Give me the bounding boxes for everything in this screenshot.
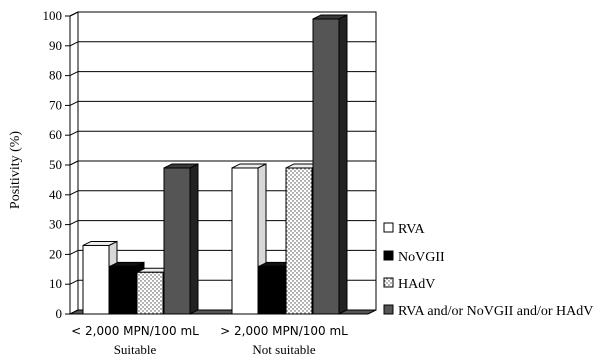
bar-front xyxy=(163,167,191,315)
gridline-side xyxy=(69,249,79,255)
y-tick-label: 50 xyxy=(49,157,62,172)
x-category-sublabel: Suitable xyxy=(114,342,157,357)
y-tick-label: 30 xyxy=(49,217,62,232)
y-tick-label: 60 xyxy=(49,127,62,142)
bar-front xyxy=(285,167,313,315)
x-category-label: > 2,000 MPN/100 mL xyxy=(220,324,348,338)
bars xyxy=(82,14,348,315)
gridline-side xyxy=(69,190,79,196)
y-axis-label: Positivity (%) xyxy=(8,131,23,210)
bar-side xyxy=(338,14,348,315)
legend-item: HAdV xyxy=(383,277,435,292)
bar-front xyxy=(258,265,286,315)
bar-front xyxy=(312,18,340,315)
bar-front xyxy=(136,271,164,315)
legend-item: RVA and/or NoVGII and/or HAdV xyxy=(383,304,593,319)
gridline-side xyxy=(69,160,79,166)
legend-swatch xyxy=(383,250,394,261)
legend-label: RVA and/or NoVGII and/or HAdV xyxy=(398,304,593,319)
gridline-side xyxy=(69,130,79,136)
legend-label: RVA xyxy=(398,222,426,237)
y-tick-label: 90 xyxy=(49,38,62,53)
gridline-side xyxy=(69,220,79,226)
legend-swatch xyxy=(383,222,394,233)
category-labels: < 2,000 MPN/100 mL Suitable > 2,000 MPN/10… xyxy=(71,324,348,357)
gridline-side xyxy=(69,71,79,77)
gridline-side xyxy=(69,11,79,17)
bar xyxy=(163,163,199,315)
bar-front xyxy=(109,265,137,315)
legend-label: HAdV xyxy=(398,277,435,292)
legend-swatch xyxy=(383,277,394,288)
gridline-side xyxy=(69,100,79,106)
legend-label: NoVGII xyxy=(398,250,445,265)
y-tick-label: 70 xyxy=(49,97,62,112)
y-ticks: 0 10 20 30 40 50 60 70 80 90 100 xyxy=(43,8,70,321)
gridline-side xyxy=(69,279,79,285)
legend-item: RVA xyxy=(383,222,426,237)
legend: RVA NoVGII HAdV RVA and/or NoVGII and/or HA… xyxy=(383,222,593,319)
bar-side xyxy=(189,163,199,315)
bar xyxy=(312,14,348,315)
x-category-sublabel: Not suitable xyxy=(252,342,315,357)
y-tick-label: 100 xyxy=(43,8,63,23)
bar-front xyxy=(82,244,110,315)
x-category-label: < 2,000 MPN/100 mL xyxy=(71,324,199,338)
legend-swatch xyxy=(383,304,394,315)
y-tick-label: 80 xyxy=(49,68,62,83)
y-tick-label: 20 xyxy=(49,246,62,261)
bar-front xyxy=(231,167,259,315)
y-tick-label: 10 xyxy=(49,276,62,291)
y-tick-label: 40 xyxy=(49,187,62,202)
legend-item: NoVGII xyxy=(383,250,445,265)
y-tick-label: 0 xyxy=(56,306,63,321)
gridline-side xyxy=(69,41,79,47)
